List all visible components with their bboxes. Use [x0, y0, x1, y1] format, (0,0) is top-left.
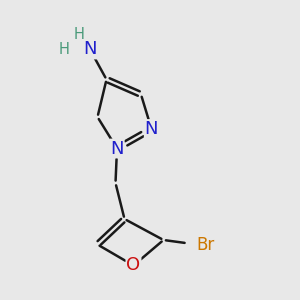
Text: H: H: [59, 42, 70, 57]
Text: N: N: [83, 40, 97, 58]
Text: Br: Br: [196, 236, 215, 253]
Text: H: H: [74, 27, 85, 42]
Text: N: N: [145, 120, 158, 138]
Text: N: N: [110, 140, 124, 158]
Text: O: O: [126, 256, 141, 274]
